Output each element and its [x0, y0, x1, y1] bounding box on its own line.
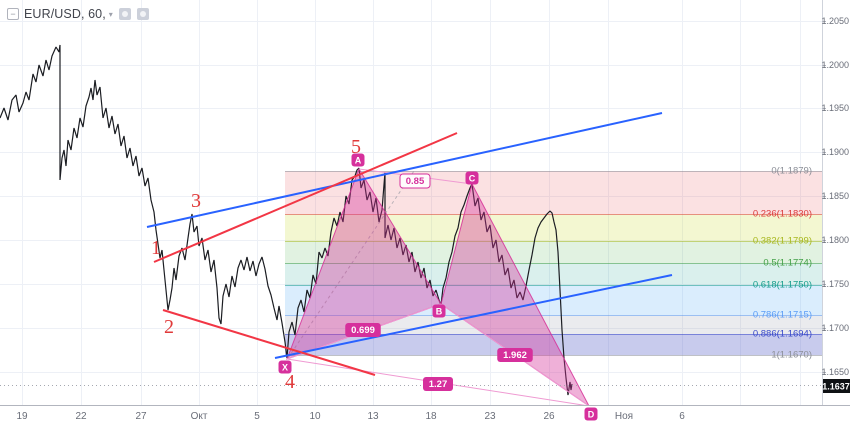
fib-level-label[interactable]: 0.5(1.1774): [763, 258, 812, 269]
legend-collapse-icon[interactable]: −: [7, 8, 19, 20]
red-trendline-rising[interactable]: [153, 132, 458, 263]
time-axis-label: 18: [425, 411, 437, 422]
xabcd-point-box-A[interactable]: [351, 153, 365, 167]
wave-label-5[interactable]: 5: [351, 136, 361, 158]
xabcd-point-box-B[interactable]: [432, 304, 446, 318]
fib-level-label[interactable]: 0.886(1.1694): [753, 329, 812, 340]
xabcd-ratio-box[interactable]: [497, 348, 533, 362]
time-axis-label: 5: [254, 411, 260, 422]
xabcd-ratio-label: 1.962: [503, 350, 527, 361]
xabcd-point-label-D: D: [588, 410, 595, 420]
fib-band: [285, 241, 822, 263]
price-axis-area[interactable]: [823, 0, 850, 431]
fib-band: [285, 315, 822, 334]
xabcd-ratio-label: 1.27: [429, 379, 448, 390]
time-axis-label: 19: [16, 411, 28, 422]
price-axis-label: 1.2000: [821, 60, 849, 70]
last-price-label: 1.1637: [822, 382, 850, 392]
price-axis-label: 1.1950: [821, 103, 849, 113]
xabcd-point-box-C[interactable]: [465, 171, 479, 185]
xabcd-ratio-box[interactable]: [423, 377, 453, 391]
time-axis-area[interactable]: [0, 406, 850, 431]
xabcd-point-label-A: A: [355, 156, 362, 166]
price-axis-label: 1.1750: [821, 279, 849, 289]
dot-icon: [121, 11, 128, 17]
time-axis-label: 26: [543, 411, 555, 422]
xabcd-ratio-box[interactable]: [399, 173, 431, 189]
red-trendline-falling[interactable]: [162, 309, 376, 376]
xabcd-point-label-X: X: [282, 363, 288, 373]
xabcd-ratio-box[interactable]: [345, 323, 381, 337]
symbol-title[interactable]: EUR/USD, 60,: [24, 7, 106, 21]
fib-level-label[interactable]: 0.786(1.1715): [753, 310, 812, 321]
legend-settings-icon[interactable]: [136, 8, 149, 20]
chevron-down-icon[interactable]: ▾: [108, 9, 113, 19]
time-axis-label: 10: [309, 411, 321, 422]
xabcd-point-label-B: B: [436, 307, 443, 317]
price-axis-label: 1.1850: [821, 191, 849, 201]
time-axis-label: Окт: [191, 411, 208, 422]
xabcd-ratio-label: 0.85: [406, 176, 425, 187]
time-axis-label: 23: [484, 411, 496, 422]
time-axis-label: 27: [135, 411, 147, 422]
price-axis-label: 1.1800: [821, 235, 849, 245]
legend-source-icon[interactable]: [118, 8, 131, 20]
blue-trendline-upper[interactable]: [146, 112, 663, 228]
fib-level-label[interactable]: 1(1.1670): [771, 350, 812, 361]
price-axis-label: 1.1700: [821, 323, 849, 333]
xabcd-point-box-D[interactable]: [584, 407, 598, 421]
time-axis-label: 6: [679, 411, 685, 422]
fib-level-label[interactable]: 0.618(1.1750): [753, 280, 812, 291]
price-axis-label: 1.2050: [821, 16, 849, 26]
fib-level-label[interactable]: 0.236(1.1830): [753, 209, 812, 220]
fib-diagonal-line[interactable]: [287, 170, 415, 359]
wave-label-2[interactable]: 2: [164, 316, 174, 338]
price-axis-label: 1.1650: [821, 367, 849, 377]
dot-icon: [139, 11, 146, 17]
wave-label-3[interactable]: 3: [191, 190, 201, 212]
time-axis-label: Ноя: [615, 411, 633, 422]
last-price-tag: [823, 379, 850, 393]
fib-level-label[interactable]: 0.382(1.1799): [753, 236, 812, 247]
time-axis-label: 22: [75, 411, 87, 422]
fib-band: [285, 334, 822, 355]
price-axis-label: 1.1900: [821, 147, 849, 157]
wave-label-4[interactable]: 4: [285, 371, 295, 393]
xabcd-ratio-label: 0.699: [351, 325, 375, 336]
time-axis-label: 13: [367, 411, 379, 422]
blue-trendline-lower[interactable]: [274, 274, 673, 359]
symbol-legend[interactable]: − EUR/USD, 60, ▾: [7, 7, 149, 21]
xabcd-point-box-X[interactable]: [278, 360, 292, 374]
wave-label-1[interactable]: 1: [151, 237, 161, 259]
xabcd-point-label-C: C: [469, 174, 476, 184]
fib-level-label[interactable]: 0(1.1879): [771, 166, 812, 177]
price-line: [0, 44, 573, 396]
